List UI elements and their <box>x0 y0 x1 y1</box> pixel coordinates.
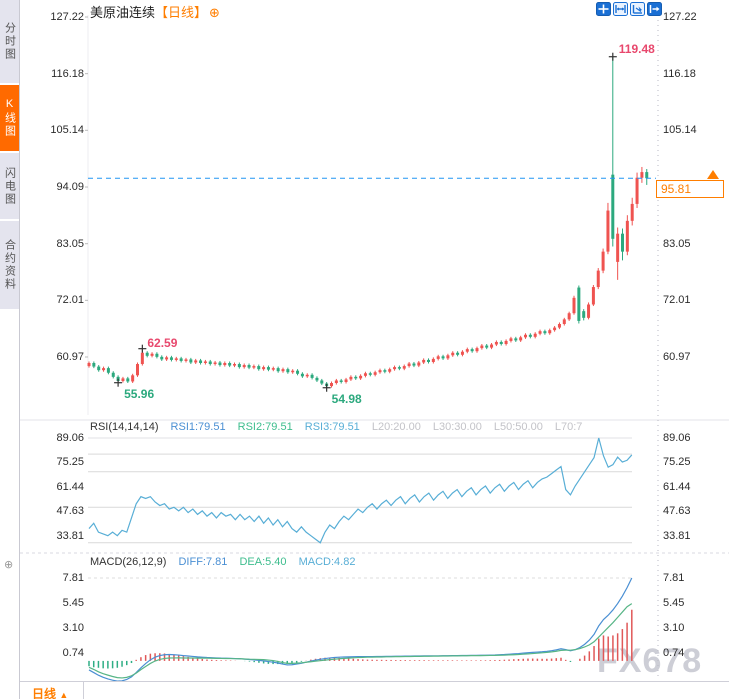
rsi2-value: RSI2:79.51 <box>237 421 293 433</box>
macd-diff-value: DIFF:7.81 <box>178 556 228 568</box>
watermark: FX678 <box>597 642 703 680</box>
sidebar-tab-flash-chart[interactable]: 闪电图 <box>0 153 19 219</box>
annotation-low-54: 54.98 <box>331 391 362 406</box>
price-up-arrow <box>707 170 719 180</box>
last-price-tag: 95.81 <box>656 180 724 199</box>
rsi3-value: RSI3:79.51 <box>304 421 360 433</box>
sidebar: 分时图 K线图 闪电图 合约资料 <box>0 0 20 699</box>
annotation-low-55: 55.96 <box>124 386 155 401</box>
period-selector-button[interactable]: 日线 ▲ <box>32 685 68 699</box>
chevron-up-icon: ▲ <box>59 690 69 699</box>
rsi-l20: L20:20.00 <box>371 421 421 433</box>
add-indicator-icon[interactable]: ⊕ <box>209 5 220 20</box>
macd-dea-value: DEA:5.40 <box>239 556 287 568</box>
date-row-divider <box>83 682 84 699</box>
rsi-l50: L50:50.00 <box>493 421 543 433</box>
fit-vertical-icon[interactable] <box>630 2 645 16</box>
period-selector-label: 日线 <box>32 687 57 699</box>
chart-title: 美原油连续【日线】 ⊕ <box>90 2 220 21</box>
date-axis-row: 日线 ▲ <box>20 681 729 699</box>
page-forward-icon[interactable] <box>647 2 662 16</box>
crosshair-icon[interactable] <box>596 2 611 16</box>
indicator-settings-icon[interactable]: ⊕ <box>4 559 14 571</box>
period-name: 【日线】 <box>155 5 208 20</box>
rsi-l70: L70:7 <box>554 421 583 433</box>
sidebar-tab-contract-info[interactable]: 合约资料 <box>0 221 19 309</box>
fit-horizontal-icon[interactable] <box>613 2 628 16</box>
sidebar-tab-kline-chart[interactable]: K线图 <box>0 85 19 151</box>
toolbar <box>596 2 662 16</box>
macd-value: MACD:4.82 <box>298 556 356 568</box>
sidebar-tab-time-chart[interactable]: 分时图 <box>0 0 19 83</box>
rsi-header: RSI(14,14,14) RSI1:79.51 RSI2:79.51 RSI3… <box>90 421 635 433</box>
macd-header: MACD(26,12,9) DIFF:7.81 DEA:5.40 MACD:4.… <box>90 556 635 568</box>
rsi1-value: RSI1:79.51 <box>170 421 226 433</box>
macd-name[interactable]: MACD(26,12,9) <box>90 556 167 568</box>
rsi-name[interactable]: RSI(14,14,14) <box>90 421 159 433</box>
annotation-high-119: 119.48 <box>618 41 655 56</box>
instrument-name: 美原油连续 <box>90 5 156 20</box>
rsi-l30: L30:30.00 <box>432 421 482 433</box>
annotation-high-62: 62.59 <box>147 335 178 350</box>
